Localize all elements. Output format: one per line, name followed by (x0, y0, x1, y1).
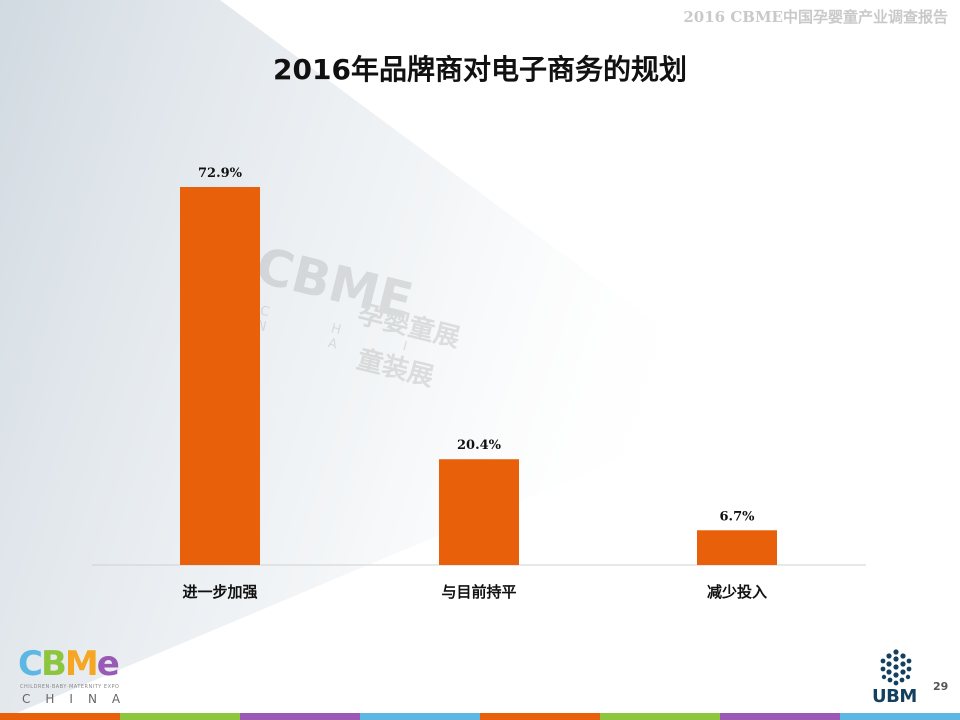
ubm-logo-text: UBM (872, 686, 917, 707)
cbme-logo-letters: CBMe (18, 644, 120, 684)
data-label-2: 20.4% (457, 438, 502, 453)
ubm-logo: UBM (868, 648, 924, 708)
bottom-bar-segment (120, 713, 240, 720)
bottom-color-bar (0, 713, 960, 720)
ubm-dots-icon (880, 649, 912, 686)
bar-3 (697, 530, 777, 565)
cbme-letter-m: M (64, 644, 99, 684)
cbme-logo-subtitle: CHILDREN·BABY·MATERNITY EXPO (20, 684, 120, 690)
page-number: 29 (933, 680, 949, 693)
bottom-bar-segment (480, 713, 600, 720)
category-label-2: 与目前持平 (441, 583, 516, 601)
bar-2 (439, 459, 519, 565)
cbme-letter-b: B (40, 644, 67, 684)
cbme-letter-e: e (96, 644, 120, 684)
page-title: 2016年品牌商对电子商务的规划 (273, 53, 687, 86)
bottom-bar-segment (600, 713, 720, 720)
bottom-bar-segment (720, 713, 840, 720)
category-label-1: 进一步加强 (182, 583, 257, 601)
bottom-bar-segment (360, 713, 480, 720)
bottom-bar-segment (240, 713, 360, 720)
cbme-logo: CBMe CHILDREN·BABY·MATERNITY EXPO CHINA (18, 644, 128, 706)
report-header-title: 2016 CBME中国孕婴童产业调查报告 (683, 8, 948, 26)
category-label-3: 减少投入 (707, 583, 767, 601)
data-label-3: 6.7% (720, 509, 756, 524)
cbme-letter-c: C (18, 644, 43, 684)
bottom-bar-segment (0, 713, 120, 720)
cbme-logo-china: CHINA (22, 692, 136, 706)
data-label-1: 72.9% (198, 166, 243, 181)
bottom-bar-segment (840, 713, 960, 720)
bar-1 (180, 187, 260, 565)
